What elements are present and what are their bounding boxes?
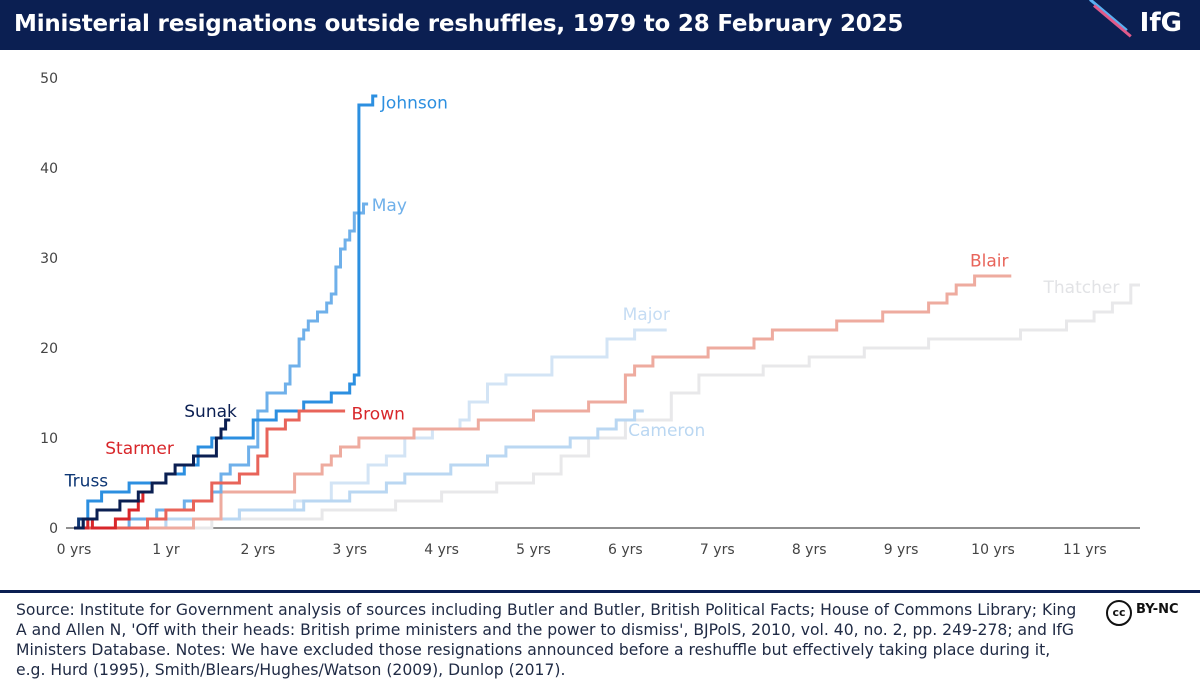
x-tick-label: 8 yrs [792,542,827,558]
series-label-may: May [372,196,407,216]
source-note: Source: Institute for Government analysi… [16,601,1077,679]
x-tick-label: 5 yrs [516,542,551,558]
series-line-brown [74,409,346,530]
y-tick-label: 40 [40,161,58,177]
series-line-johnson [74,94,378,530]
series-label-starmer: Starmer [105,439,174,459]
series-label-truss: Truss [64,471,109,491]
series-label-thatcher: Thatcher [1043,278,1120,298]
line-chart: 0 10 20 30 40 50 0 yrs 1 yr 2 yrs 3 yrs 4 yrs 5 yr… [40,71,1140,558]
y-axis-labels: 0 10 20 30 40 50 [40,71,58,537]
series-line-blair [74,274,1012,530]
series-label-blair: Blair [970,252,1009,272]
series-line-may [74,202,369,530]
y-tick-label: 50 [40,71,58,87]
x-tick-label: 4 yrs [424,542,459,558]
license-label: BY-NC [1136,602,1179,617]
x-tick-label: 1 yr [152,542,180,558]
x-tick-label: 2 yrs [240,542,275,558]
y-tick-label: 10 [40,431,58,447]
footer-divider [0,590,1200,593]
series-label-sunak: Sunak [184,402,237,422]
x-tick-label: 3 yrs [332,542,367,558]
x-axis-labels: 0 yrs 1 yr 2 yrs 3 yrs 4 yrs 5 yrs 6 yrs 7 yrs 8… [57,542,1107,558]
series-label-brown: Brown [352,405,405,425]
series-line-cameron [74,409,644,530]
chart-title: Ministerial resignations outside reshuff… [14,11,904,37]
y-tick-label: 30 [40,251,58,267]
series-lines [74,94,1140,530]
series-line-sunak [74,418,231,530]
x-tick-label: 6 yrs [608,542,643,558]
logo-stripe-icon [1093,4,1132,38]
series-label-cameron: Cameron [628,421,705,441]
logo-text: IfG [1139,8,1182,38]
series-label-johnson: Johnson [380,93,448,113]
series-label-major: Major [623,305,670,325]
y-tick-label: 20 [40,341,58,357]
cc-icon: cc [1106,600,1132,626]
x-tick-label: 0 yrs [57,542,92,558]
series-line-thatcher [74,283,1140,530]
series-line-major [74,328,667,530]
header-bar: Ministerial resignations outside reshuff… [0,0,1200,50]
x-tick-label: 11 yrs [1063,542,1107,558]
x-tick-label: 7 yrs [700,542,735,558]
series-labels: Johnson May Blair Thatcher Major Cameron Brown… [64,93,1120,491]
x-tick-label: 9 yrs [884,542,919,558]
ifg-logo: IfG [1089,0,1200,50]
x-tick-label: 10 yrs [971,542,1015,558]
y-tick-label: 0 [49,521,58,537]
